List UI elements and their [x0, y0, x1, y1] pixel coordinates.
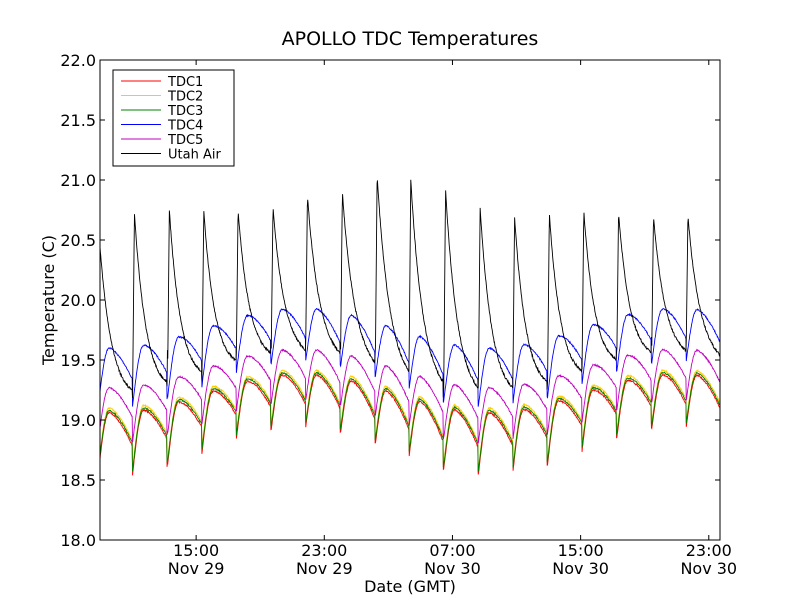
series-line-tdc4 — [99, 307, 721, 407]
series-layer — [99, 179, 721, 476]
y-tick-label: 21.0 — [60, 171, 96, 190]
x-axis-label: Date (GMT) — [364, 577, 456, 596]
series-line-tdc3 — [99, 371, 721, 472]
x-tick-label-date: Nov 30 — [680, 559, 737, 578]
legend-box — [112, 69, 235, 167]
x-tick-label-time: 23:00 — [686, 541, 732, 560]
x-tick-label-date: Nov 30 — [552, 559, 609, 578]
y-tick-label: 20.0 — [60, 291, 96, 310]
x-tick-label-date: Nov 29 — [296, 559, 353, 578]
x-tick-label-date: Nov 29 — [168, 559, 225, 578]
x-tick-label-date: Nov 30 — [424, 559, 481, 578]
series-line-tdc5 — [99, 348, 721, 444]
chart-title: APOLLO TDC Temperatures — [282, 28, 539, 50]
y-tick-label: 19.5 — [60, 351, 96, 370]
x-tick-label-time: 15:00 — [173, 541, 219, 560]
y-tick-label: 21.5 — [60, 111, 96, 130]
legend-label: TDC4 — [167, 119, 203, 134]
y-tick-label: 22.0 — [60, 51, 96, 70]
plot-frame — [99, 59, 721, 541]
x-tick-label-time: 07:00 — [429, 541, 475, 560]
y-tick-label: 18.5 — [60, 471, 96, 490]
y-tick-label: 20.5 — [60, 231, 96, 250]
legend-label: TDC5 — [167, 133, 203, 148]
legend-label: TDC1 — [167, 75, 203, 90]
legend-label: TDC3 — [167, 104, 203, 119]
x-tick-label-time: 15:00 — [558, 541, 604, 560]
legend-label: TDC2 — [167, 90, 203, 105]
y-tick-label: 18.0 — [60, 531, 96, 550]
legend-label: Utah Air — [168, 148, 221, 163]
series-line-utah-air — [99, 179, 721, 399]
y-axis-label: Temperature (C) — [39, 235, 58, 366]
y-tick-label: 19.0 — [60, 411, 96, 430]
axis-ticks: 18.0 18.5 19.0 19.5 20.0 20.5 21.0 21.5 22.0 15:0… — [60, 51, 737, 578]
x-tick-label-time: 23:00 — [301, 541, 347, 560]
